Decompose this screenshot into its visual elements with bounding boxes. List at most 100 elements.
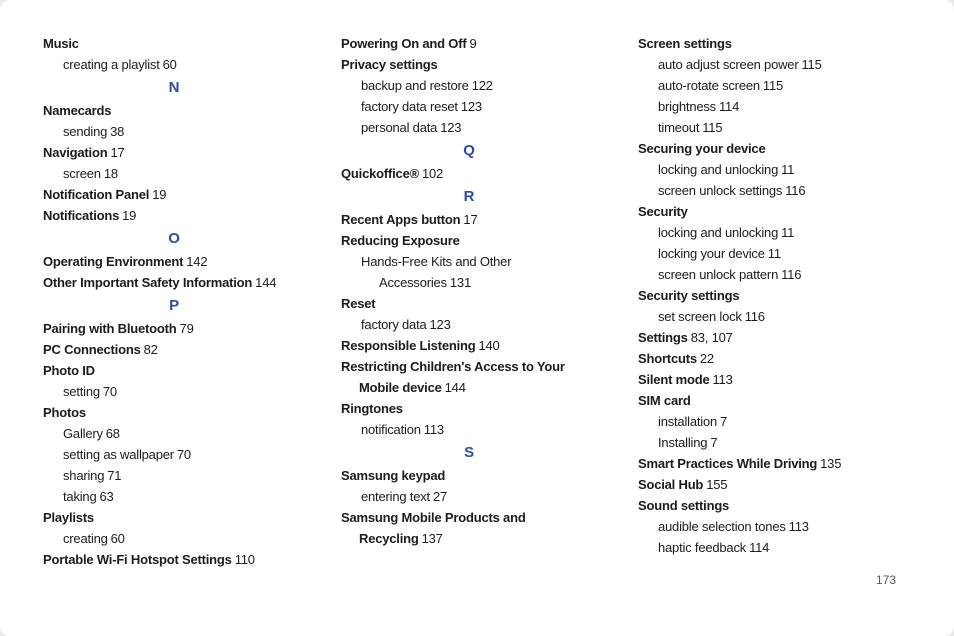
index-subentry: auto adjust screen power 115 xyxy=(638,54,926,75)
index-subentry: factory data reset 123 xyxy=(341,96,597,117)
index-entry: Operating Environment 142 xyxy=(43,251,305,272)
index-entry: Smart Practices While Driving 135 xyxy=(638,453,926,474)
index-entry: Namecards xyxy=(43,100,305,121)
entry-label: haptic feedback xyxy=(658,540,747,555)
entry-label: Powering On and Off xyxy=(341,36,467,51)
entry-label: Recycling xyxy=(359,531,419,546)
section-letter: O xyxy=(43,228,305,249)
page-ref: 113 xyxy=(712,372,733,387)
entry-label: locking and unlocking xyxy=(658,225,779,240)
index-column-1: Music creating a playlist 60 N Namecards send… xyxy=(43,33,305,570)
index-entry: Navigation 17 xyxy=(43,142,305,163)
page-ref: 63 xyxy=(99,489,114,504)
entry-label: sharing xyxy=(63,468,105,483)
page-ref: 70 xyxy=(176,447,191,462)
page-ref: 140 xyxy=(478,338,500,353)
entry-label: Photos xyxy=(43,405,86,420)
index-subentry: sharing 71 xyxy=(43,465,305,486)
page-ref: 135 xyxy=(820,456,842,471)
page-ref: 113 xyxy=(423,422,444,437)
page-ref: 116 xyxy=(781,267,802,282)
index-subentry: creating 60 xyxy=(43,528,305,549)
index-entry: Notification Panel 19 xyxy=(43,184,305,205)
index-entry: Responsible Listening 140 xyxy=(341,335,597,356)
page-ref: 113 xyxy=(788,519,809,534)
entry-label: screen unlock pattern xyxy=(658,267,779,282)
section-letter: S xyxy=(341,442,597,463)
entry-label: creating xyxy=(63,531,108,546)
index-entry: Music xyxy=(43,33,305,54)
entry-label: audible selection tones xyxy=(658,519,786,534)
page-ref: 7 xyxy=(720,414,728,429)
index-entry: Shortcuts 22 xyxy=(638,348,926,369)
index-entry: Reducing Exposure xyxy=(341,230,597,251)
page-ref: 11 xyxy=(781,225,795,240)
page-ref: 110 xyxy=(234,552,255,567)
section-letter-label: N xyxy=(168,79,180,96)
index-subentry: set screen lock 116 xyxy=(638,306,926,327)
index-entry: Mobile device 144 xyxy=(341,377,597,398)
entry-label: Restricting Children's Access to Your xyxy=(341,359,565,374)
index-subentry: notification 113 xyxy=(341,419,597,440)
entry-label: factory data xyxy=(361,317,427,332)
entry-label: Security xyxy=(638,204,688,219)
entry-label: installation xyxy=(658,414,718,429)
index-entry: Securing your device xyxy=(638,138,926,159)
entry-label: Pairing with Bluetooth xyxy=(43,321,177,336)
page-ref: 116 xyxy=(744,309,765,324)
entry-label: Photo ID xyxy=(43,363,95,378)
index-entry: Ringtones xyxy=(341,398,597,419)
index-column-2: Powering On and Off 9 Privacy settings back… xyxy=(341,33,597,549)
entry-label: Mobile device xyxy=(359,380,442,395)
entry-label: Notification Panel xyxy=(43,187,150,202)
page-ref: 7 xyxy=(710,435,718,450)
section-letter-label: S xyxy=(464,444,474,461)
entry-label: Sound settings xyxy=(638,498,730,513)
page-ref: 83, 107 xyxy=(690,330,733,345)
index-subentry: Accessories 131 xyxy=(341,272,597,293)
index-entry: Security settings xyxy=(638,285,926,306)
entry-label: screen unlock settings xyxy=(658,183,783,198)
entry-label: Navigation xyxy=(43,145,108,160)
index-entry: Notifications 19 xyxy=(43,205,305,226)
entry-label: Shortcuts xyxy=(638,351,697,366)
index-subentry: timeout 115 xyxy=(638,117,926,138)
entry-label: SIM card xyxy=(638,393,691,408)
page-ref: 122 xyxy=(471,78,493,93)
section-letter-label: O xyxy=(168,230,180,247)
index-subentry: installation 7 xyxy=(638,411,926,432)
entry-label: Portable Wi-Fi Hotspot Settings xyxy=(43,552,232,567)
page-ref: 144 xyxy=(444,380,466,395)
index-entry: Samsung keypad xyxy=(341,465,597,486)
entry-label: Silent mode xyxy=(638,372,710,387)
index-subentry: entering text 27 xyxy=(341,486,597,507)
entry-label: locking and unlocking xyxy=(658,162,779,177)
section-letter: P xyxy=(43,295,305,316)
entry-label: creating a playlist xyxy=(63,57,160,72)
index-entry: Quickoffice® 102 xyxy=(341,163,597,184)
index-subentry: setting 70 xyxy=(43,381,305,402)
index-entry: Recent Apps button 17 xyxy=(341,209,597,230)
page-ref: 115 xyxy=(801,57,822,72)
entry-label: setting as wallpaper xyxy=(63,447,174,462)
index-entry: Other Important Safety Information 144 xyxy=(43,272,305,293)
entry-label: Privacy settings xyxy=(341,57,438,72)
index-entry: Sound settings xyxy=(638,495,926,516)
index-entry: PC Connections 82 xyxy=(43,339,305,360)
index-subentry: haptic feedback 114 xyxy=(638,537,926,558)
section-letter: R xyxy=(341,186,597,207)
entry-label: auto-rotate screen xyxy=(658,78,760,93)
entry-label: Music xyxy=(43,36,79,51)
index-entry: Restricting Children's Access to Your xyxy=(341,356,597,377)
section-letter-label: P xyxy=(169,297,179,314)
page-ref: 18 xyxy=(103,166,118,181)
entry-label: PC Connections xyxy=(43,342,141,357)
page-ref: 22 xyxy=(699,351,714,366)
page-ref: 17 xyxy=(110,145,125,160)
index-subentry: locking your device 11 xyxy=(638,243,926,264)
entry-label: Playlists xyxy=(43,510,94,525)
entry-label: Accessories xyxy=(379,275,447,290)
page-ref: 137 xyxy=(421,531,443,546)
entry-label: Notifications xyxy=(43,208,120,223)
index-subentry: sending 38 xyxy=(43,121,305,142)
